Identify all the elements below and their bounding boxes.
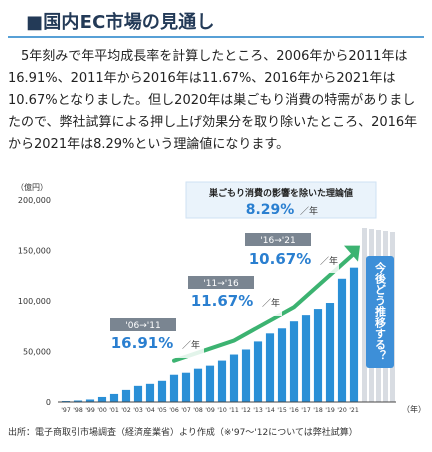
bar bbox=[169, 374, 179, 402]
source-note: 出所：電子商取引市場調査（経済産業省）より作成（※'97〜'12については弊社試… bbox=[8, 428, 358, 438]
rate-bg bbox=[186, 292, 282, 316]
x-unit-label: （年） bbox=[402, 404, 426, 414]
bar bbox=[193, 368, 203, 402]
bar bbox=[145, 383, 155, 402]
forecast-bar bbox=[362, 228, 367, 402]
x-tick-label: '10 bbox=[217, 407, 227, 414]
x-tick-label: '20 bbox=[337, 407, 347, 414]
bar bbox=[205, 365, 215, 402]
y-tick-label: 100,000 bbox=[18, 297, 51, 306]
period-label-bg bbox=[110, 318, 176, 331]
x-tick-label: '18 bbox=[313, 407, 323, 414]
page-title: ■国内EC市場の見通し bbox=[26, 12, 215, 33]
x-tick-label: '09 bbox=[205, 407, 215, 414]
x-tick-label: '99 bbox=[85, 407, 95, 414]
y-tick-label: 150,000 bbox=[18, 247, 51, 256]
theoretical-unit: ／年 bbox=[300, 205, 318, 217]
summary-paragraph: 5年刻みで年平均成長率を計算したところ、2006年から2011年は16.91%、… bbox=[8, 49, 418, 152]
x-tick-label: '21 bbox=[349, 407, 359, 414]
bar bbox=[61, 400, 71, 402]
bars bbox=[61, 267, 359, 402]
forecast-area: 今後どう推移する？ bbox=[362, 228, 395, 402]
x-tick-label: '16 bbox=[289, 407, 299, 414]
period-label: '16→'21 bbox=[260, 236, 295, 246]
y-tick-label: 0 bbox=[46, 398, 51, 407]
bar bbox=[313, 309, 323, 402]
x-tick-label: '08 bbox=[193, 407, 203, 414]
bar bbox=[337, 278, 347, 402]
arrow-head bbox=[344, 245, 360, 262]
bar bbox=[217, 360, 227, 402]
x-tick-label: '05 bbox=[157, 407, 167, 414]
bar bbox=[265, 333, 275, 402]
x-tick-label: '03 bbox=[133, 407, 143, 414]
title-underline bbox=[8, 36, 424, 38]
y-unit-label: （億円） bbox=[16, 182, 48, 192]
forecast-note: 今後どう推移する？ bbox=[374, 261, 388, 361]
bar bbox=[325, 303, 335, 402]
period-label: '06→'11 bbox=[125, 321, 160, 331]
bar bbox=[157, 380, 167, 402]
bar bbox=[73, 400, 83, 402]
theoretical-label: 巣ごもり消費の影響を除いた理論値 bbox=[208, 187, 353, 199]
rate-unit: ／年 bbox=[182, 339, 200, 351]
bar bbox=[181, 372, 191, 402]
bar bbox=[289, 321, 299, 402]
bar bbox=[253, 341, 263, 402]
x-tick-label: '98 bbox=[73, 407, 83, 414]
x-tick-label: '00 bbox=[97, 407, 107, 414]
x-tick-label: '01 bbox=[109, 407, 119, 414]
growth-annotations: '06→'11 16.91% ／年 '11→'16 11.67% ／年 '16→'21 10.… bbox=[108, 181, 377, 358]
x-tick-label: '07 bbox=[181, 407, 191, 414]
y-tick-label: 200,000 bbox=[18, 196, 51, 205]
x-tick-label: '13 bbox=[253, 407, 263, 414]
x-tick-label: '12 bbox=[241, 407, 251, 414]
bar bbox=[121, 389, 131, 402]
y-axis-ticks: 200,000 150,000 100,000 50,000 0 bbox=[18, 196, 51, 407]
rate-value: 11.67% bbox=[191, 292, 253, 310]
x-tick-label: '15 bbox=[277, 407, 287, 414]
page-title-block: ■国内EC市場の見通し bbox=[8, 8, 424, 38]
rate-bg bbox=[108, 334, 204, 358]
bar bbox=[241, 349, 251, 402]
x-tick-label: '14 bbox=[265, 407, 275, 414]
bar bbox=[301, 315, 311, 402]
x-axis-ticks: '97'98'99'00'01'02'03'04'05'06'07'08'09 '… bbox=[61, 407, 359, 414]
rate-unit: ／年 bbox=[262, 297, 280, 309]
bar bbox=[97, 396, 107, 402]
rate-bg bbox=[243, 249, 339, 273]
forecast-box bbox=[366, 256, 394, 368]
bar bbox=[109, 393, 119, 402]
bar bbox=[277, 328, 287, 402]
rate-value: 10.67% bbox=[249, 250, 311, 268]
x-tick-label: '97 bbox=[61, 407, 71, 414]
x-tick-label: '06 bbox=[169, 407, 179, 414]
x-tick-label: '19 bbox=[325, 407, 335, 414]
x-tick-label: '04 bbox=[145, 407, 155, 414]
bar bbox=[349, 267, 359, 402]
x-tick-label: '17 bbox=[301, 407, 311, 414]
rate-value: 16.91% bbox=[111, 334, 173, 352]
theoretical-box bbox=[185, 181, 377, 219]
rate-unit: ／年 bbox=[320, 255, 338, 267]
bar bbox=[85, 399, 95, 402]
period-label-bg bbox=[245, 233, 311, 246]
period-label-bg bbox=[188, 276, 254, 289]
x-tick-label: '11 bbox=[229, 407, 239, 414]
period-label: '11→'16 bbox=[203, 279, 239, 289]
x-tick-label: '02 bbox=[121, 407, 131, 414]
bar bbox=[229, 354, 239, 402]
theoretical-rate: 8.29% bbox=[246, 202, 295, 218]
y-tick-label: 50,000 bbox=[23, 348, 51, 357]
bar bbox=[133, 385, 143, 402]
